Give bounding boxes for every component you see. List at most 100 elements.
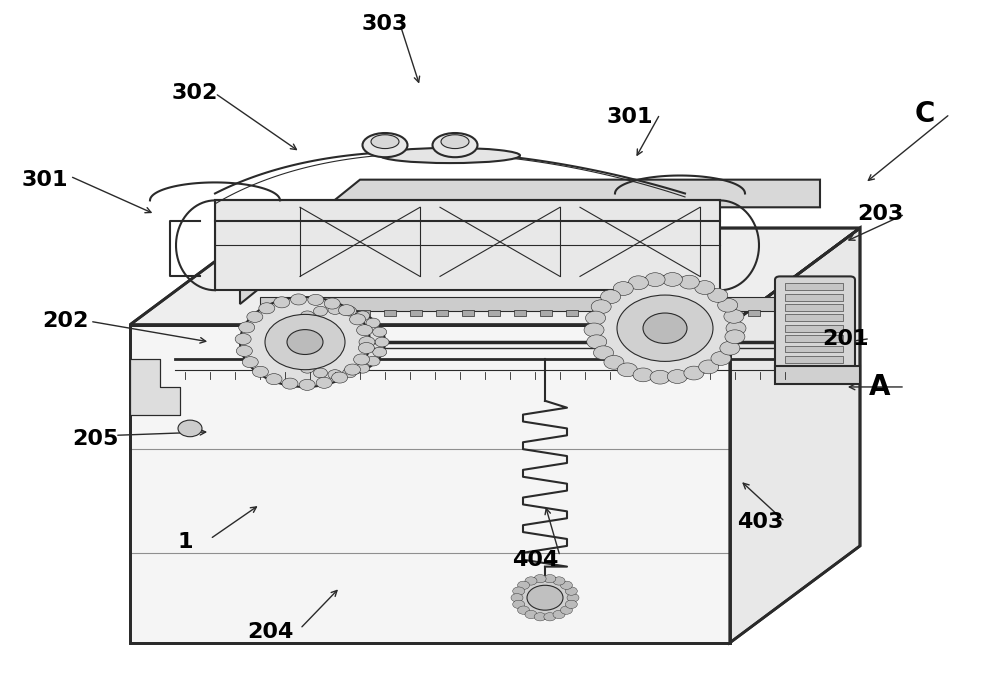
Circle shape — [316, 377, 332, 388]
Circle shape — [695, 281, 715, 294]
Circle shape — [567, 594, 579, 602]
Circle shape — [560, 606, 572, 614]
Circle shape — [718, 299, 738, 312]
Circle shape — [299, 379, 315, 390]
Circle shape — [590, 276, 740, 380]
Circle shape — [266, 374, 282, 385]
Circle shape — [178, 420, 202, 437]
Circle shape — [240, 297, 370, 387]
Polygon shape — [260, 297, 820, 311]
Circle shape — [650, 370, 670, 384]
Bar — [785, 335, 843, 342]
Circle shape — [357, 325, 373, 336]
Polygon shape — [730, 228, 860, 643]
Bar — [410, 310, 422, 316]
Circle shape — [305, 321, 365, 363]
Circle shape — [553, 577, 565, 585]
Circle shape — [313, 306, 327, 316]
Circle shape — [235, 334, 251, 345]
Bar — [785, 294, 843, 301]
Bar — [540, 310, 552, 316]
Circle shape — [366, 357, 380, 366]
Circle shape — [645, 273, 665, 287]
Circle shape — [643, 313, 687, 343]
Circle shape — [679, 275, 699, 289]
Circle shape — [617, 363, 637, 377]
Bar — [618, 310, 630, 316]
Circle shape — [358, 343, 374, 354]
Circle shape — [285, 307, 385, 377]
Circle shape — [366, 318, 380, 328]
Circle shape — [724, 310, 744, 323]
Text: 202: 202 — [42, 312, 88, 331]
Circle shape — [667, 370, 687, 384]
Circle shape — [265, 314, 345, 370]
Polygon shape — [215, 200, 720, 290]
Bar — [566, 310, 578, 316]
Circle shape — [534, 574, 546, 583]
Text: 301: 301 — [22, 170, 68, 189]
Bar — [775, 366, 860, 384]
Circle shape — [252, 366, 268, 377]
Ellipse shape — [432, 133, 478, 158]
Bar — [785, 356, 843, 363]
Circle shape — [594, 346, 614, 360]
Polygon shape — [240, 180, 820, 304]
Circle shape — [527, 585, 563, 610]
Circle shape — [356, 311, 370, 321]
Circle shape — [290, 318, 304, 328]
Bar — [722, 310, 734, 316]
Bar — [785, 304, 843, 311]
Text: 303: 303 — [362, 15, 408, 34]
Circle shape — [708, 288, 728, 302]
Bar — [785, 314, 843, 321]
Ellipse shape — [371, 135, 399, 149]
Bar — [774, 310, 786, 316]
Circle shape — [560, 581, 572, 589]
Bar — [514, 310, 526, 316]
Circle shape — [287, 330, 323, 354]
Circle shape — [662, 272, 682, 286]
Circle shape — [324, 298, 340, 309]
Circle shape — [236, 346, 252, 357]
Circle shape — [338, 305, 354, 316]
Circle shape — [591, 300, 611, 314]
Circle shape — [328, 370, 342, 379]
Circle shape — [300, 311, 314, 321]
Text: 403: 403 — [737, 512, 783, 531]
Circle shape — [343, 306, 357, 316]
Ellipse shape — [380, 148, 520, 163]
Circle shape — [515, 577, 575, 618]
Ellipse shape — [362, 133, 408, 158]
Circle shape — [699, 360, 719, 374]
Circle shape — [281, 337, 295, 347]
Bar — [785, 346, 843, 352]
Circle shape — [350, 314, 366, 325]
Circle shape — [274, 297, 290, 308]
Bar — [748, 310, 760, 316]
Bar — [592, 310, 604, 316]
Text: 1: 1 — [177, 533, 193, 552]
Text: 201: 201 — [822, 329, 868, 348]
Text: 203: 203 — [857, 205, 903, 224]
Circle shape — [259, 303, 275, 314]
Circle shape — [518, 606, 530, 614]
Circle shape — [553, 610, 565, 618]
Circle shape — [242, 357, 258, 368]
Circle shape — [565, 587, 577, 595]
Bar — [644, 310, 656, 316]
Text: 302: 302 — [172, 84, 218, 103]
Circle shape — [373, 327, 387, 337]
Bar — [696, 310, 708, 316]
Circle shape — [282, 378, 298, 389]
Bar — [670, 310, 682, 316]
Polygon shape — [130, 228, 860, 325]
Circle shape — [354, 354, 370, 365]
Circle shape — [586, 311, 606, 325]
Text: 204: 204 — [247, 623, 293, 642]
Circle shape — [544, 613, 556, 621]
Circle shape — [684, 366, 704, 380]
Circle shape — [300, 363, 314, 373]
Bar — [488, 310, 500, 316]
Text: A: A — [869, 373, 891, 401]
